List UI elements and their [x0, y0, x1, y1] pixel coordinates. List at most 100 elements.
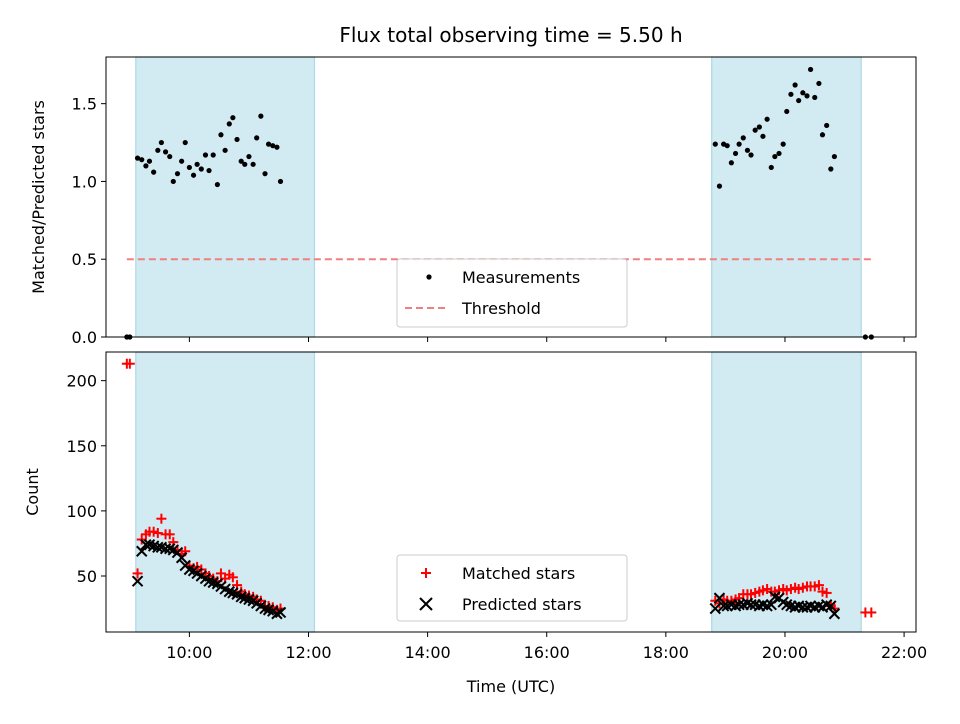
measurement-point [780, 141, 786, 147]
measurement-point [234, 136, 240, 143]
top-legend-box [396, 258, 628, 328]
measurement-point [776, 150, 782, 157]
measurement-point [740, 135, 746, 141]
matched-star-point [227, 572, 238, 583]
predicted-star-point [274, 606, 287, 619]
measurement-point [804, 93, 810, 99]
measurement-point [214, 181, 220, 188]
measurement-point [819, 132, 826, 138]
measurement-point [155, 147, 161, 153]
x-tick-label: 16:00 [524, 643, 570, 662]
y-tick-label: 1.5 [72, 95, 97, 114]
measurement-point [716, 183, 723, 189]
predicted-star-point [828, 608, 841, 620]
legend-dot [426, 274, 432, 280]
measurement-point [134, 155, 141, 161]
measurement-point [222, 147, 228, 153]
x-tick-label: 10:00 [166, 643, 212, 662]
measurement-point [186, 164, 192, 171]
measurement-point [732, 150, 739, 157]
measurement-point [277, 178, 284, 185]
measurement-point [158, 139, 164, 146]
matched-star-point [215, 568, 226, 579]
top-y-ticks: 0.0 0.5 1.0 1.5 [72, 95, 106, 347]
measurement-point [258, 113, 264, 119]
bottom-x-ticks: 10:00 12:00 14:00 16:00 18:00 20:00 22:00 [166, 632, 927, 662]
measurement-point [194, 161, 200, 167]
predicted-star-point [271, 608, 283, 620]
legend-x [419, 597, 433, 611]
predicted-star-point [709, 602, 721, 615]
measurement-point [756, 124, 762, 130]
matched-star-point [132, 568, 143, 579]
matched-star-point [152, 528, 163, 539]
measurement-point [748, 152, 754, 158]
measurement-point [812, 94, 818, 101]
matched-star-point [156, 513, 167, 524]
bottom-y-ticks: 50 100 150 200 [66, 372, 106, 586]
measurement-point [182, 139, 188, 146]
measurement-point [792, 82, 798, 88]
matched-star-point [124, 358, 135, 369]
measurement-point [712, 141, 718, 147]
measurement-point [218, 132, 224, 138]
measurement-point [764, 116, 770, 122]
measurement-point [162, 149, 169, 155]
legend-label-matched-stars: Matched stars [462, 564, 575, 583]
measurement-point [206, 167, 212, 174]
measurement-point [788, 91, 794, 97]
bottom-legend-box [396, 554, 628, 622]
measurement-point [151, 169, 157, 175]
predicted-star-point [223, 585, 235, 598]
measurement-point [198, 166, 204, 172]
y-tick-label: 0.5 [72, 250, 97, 269]
bottom-legend: Matched stars Predicted stars [396, 554, 628, 622]
y-tick-label: 0.0 [72, 328, 97, 347]
measurement-point [828, 166, 834, 172]
measurement-point [226, 121, 232, 127]
top-shaded-intervals [135, 56, 862, 338]
y-tick-label: 50 [77, 567, 97, 586]
measurement-point [816, 80, 822, 87]
measurement-point [254, 135, 260, 141]
measurement-point [768, 164, 774, 171]
measurement-point [728, 160, 734, 166]
y-tick-label: 1.0 [72, 172, 97, 191]
observing-interval-1 [711, 56, 862, 338]
measurement-point [139, 157, 145, 163]
measurement-point [807, 66, 814, 73]
measurement-point [784, 108, 790, 115]
measurement-point [744, 147, 751, 153]
legend-plus [421, 568, 431, 578]
observing-interval-0 [135, 56, 316, 338]
measurement-point [265, 141, 272, 147]
measurement-point [146, 158, 153, 164]
top-plot-frame [105, 56, 917, 338]
measurement-point [262, 171, 268, 177]
legend-label-threshold: Threshold [461, 299, 541, 318]
measurement-point [170, 178, 176, 185]
y-tick-label: 200 [66, 372, 97, 391]
measurement-point [238, 158, 244, 164]
measurement-point [250, 161, 256, 167]
predicted-star-point [259, 602, 271, 615]
x-tick-label: 14:00 [405, 643, 451, 662]
predicted-star-point [164, 542, 176, 555]
measurement-point [230, 115, 236, 121]
measurement-points [124, 66, 874, 340]
predicted-star-point [235, 591, 247, 603]
measurement-point [724, 143, 730, 149]
predicted-star-point [175, 552, 188, 564]
measurement-point [210, 152, 216, 158]
measurement-point [752, 127, 758, 133]
measurement-point [190, 172, 197, 178]
measurement-point [796, 97, 802, 104]
top-y-axis-label: Matched/Predicted stars [29, 100, 48, 294]
measurement-point [800, 90, 806, 96]
x-axis-label: Time (UTC) [466, 677, 555, 696]
matched-star-point [866, 607, 877, 618]
measurement-point [242, 161, 248, 167]
bottom-plot-frame [105, 351, 917, 633]
measurement-point [167, 153, 173, 160]
